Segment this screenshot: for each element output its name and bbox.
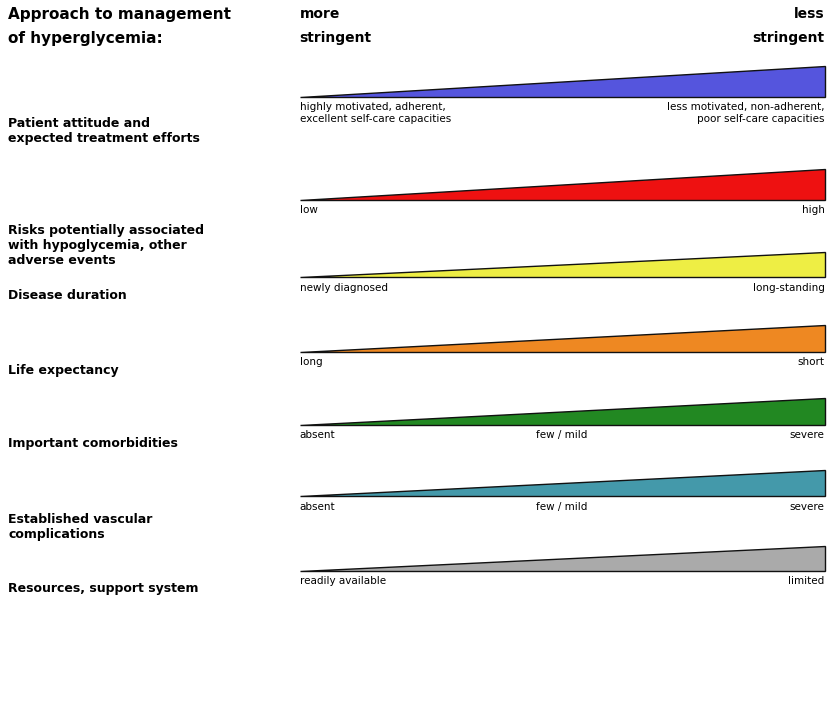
Text: Important comorbidities: Important comorbidities xyxy=(8,437,178,450)
Text: high: high xyxy=(801,205,823,215)
Polygon shape xyxy=(299,325,823,352)
Text: short: short xyxy=(797,357,823,367)
Text: absent: absent xyxy=(299,430,334,440)
Polygon shape xyxy=(299,470,823,496)
Text: less motivated, non-adherent,
poor self-care capacities: less motivated, non-adherent, poor self-… xyxy=(666,102,823,124)
Polygon shape xyxy=(299,399,823,425)
Text: long: long xyxy=(299,357,322,367)
Text: more: more xyxy=(299,7,339,21)
Polygon shape xyxy=(299,546,823,571)
Text: less: less xyxy=(793,7,823,21)
Text: Life expectancy: Life expectancy xyxy=(8,364,119,377)
Text: Risks potentially associated
with hypoglycemia, other
adverse events: Risks potentially associated with hypogl… xyxy=(8,224,204,267)
Text: newly diagnosed: newly diagnosed xyxy=(299,283,387,292)
Text: Disease duration: Disease duration xyxy=(8,290,127,302)
Text: Approach to management: Approach to management xyxy=(8,7,231,22)
Text: severe: severe xyxy=(788,430,823,440)
Text: Patient attitude and
expected treatment efforts: Patient attitude and expected treatment … xyxy=(8,117,200,146)
Text: of hyperglycemia:: of hyperglycemia: xyxy=(8,31,163,46)
Polygon shape xyxy=(299,252,823,277)
Text: readily available: readily available xyxy=(299,576,385,586)
Text: Established vascular
complications: Established vascular complications xyxy=(8,513,152,541)
Text: limited: limited xyxy=(788,576,823,586)
Text: low: low xyxy=(299,205,317,215)
Text: Resources, support system: Resources, support system xyxy=(8,582,199,595)
Text: long-standing: long-standing xyxy=(752,283,823,292)
Text: stringent: stringent xyxy=(299,31,371,45)
Text: severe: severe xyxy=(788,502,823,512)
Text: stringent: stringent xyxy=(752,31,823,45)
Text: few / mild: few / mild xyxy=(536,430,587,440)
Polygon shape xyxy=(299,169,823,200)
Text: few / mild: few / mild xyxy=(536,502,587,512)
Text: absent: absent xyxy=(299,502,334,512)
Polygon shape xyxy=(299,65,823,96)
Text: highly motivated, adherent,
excellent self-care capacities: highly motivated, adherent, excellent se… xyxy=(299,102,451,124)
